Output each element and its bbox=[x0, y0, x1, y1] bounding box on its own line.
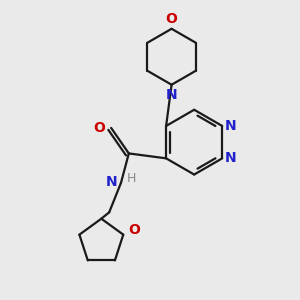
Text: O: O bbox=[166, 12, 178, 26]
Text: N: N bbox=[105, 175, 117, 189]
Text: H: H bbox=[127, 172, 136, 185]
Text: N: N bbox=[166, 88, 177, 102]
Text: N: N bbox=[225, 151, 237, 165]
Text: O: O bbox=[128, 223, 140, 237]
Text: N: N bbox=[225, 119, 237, 133]
Text: O: O bbox=[93, 121, 105, 135]
